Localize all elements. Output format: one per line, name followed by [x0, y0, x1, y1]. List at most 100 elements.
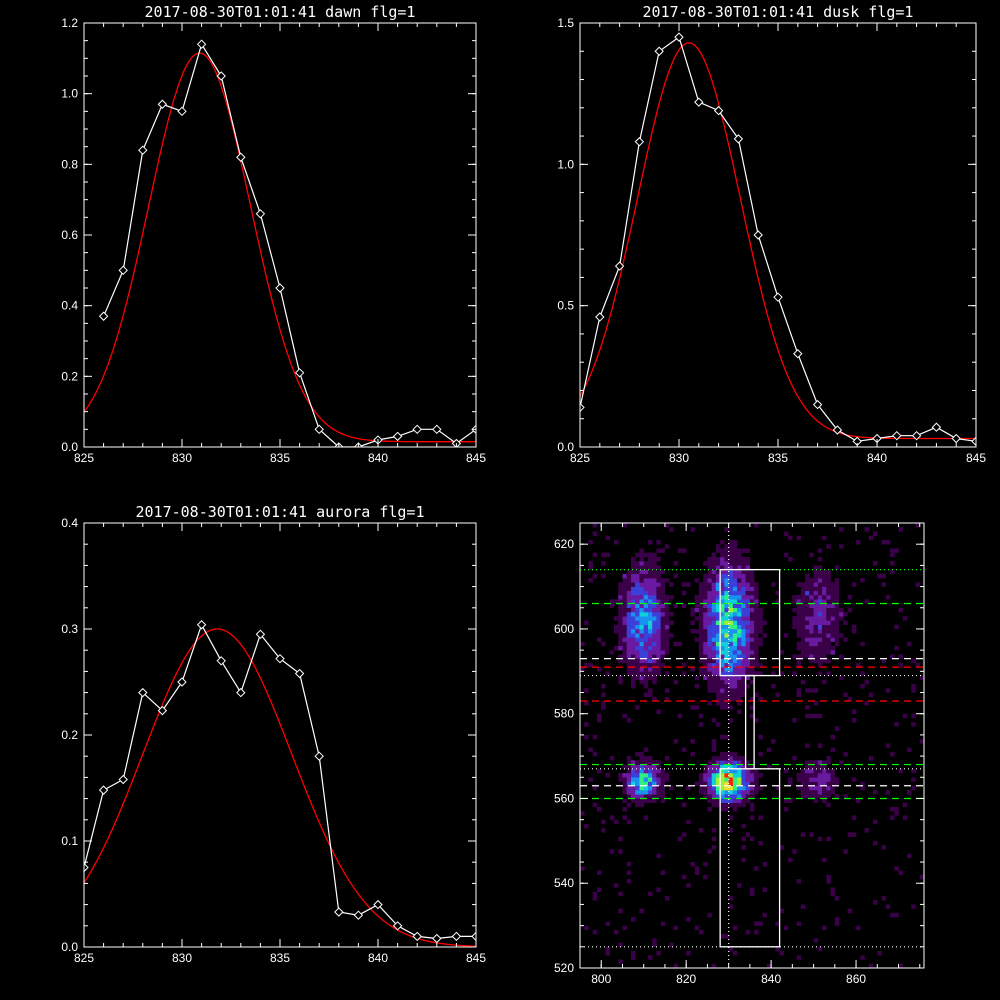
data-point — [236, 687, 246, 698]
heatmap-cell — [732, 633, 738, 638]
heatmap-cell — [732, 692, 738, 697]
heatmap-cell — [749, 578, 755, 583]
heatmap-cell — [626, 624, 632, 630]
heatmap-cell — [652, 645, 657, 651]
heatmap-cell — [724, 552, 729, 558]
y-tick-label: 0.4 — [61, 516, 78, 530]
heatmap-cell — [745, 798, 751, 803]
heatmap-cell — [796, 955, 802, 960]
heatmap-cell — [656, 573, 661, 579]
heatmap-cell — [766, 764, 772, 770]
chart-0: 825 830 835 840 8450.00.20.40.60.81.01.22017… — [61, 3, 486, 465]
heatmap-cell — [690, 607, 695, 613]
heatmap-cell — [690, 629, 695, 634]
heatmap-cell — [703, 654, 708, 659]
heatmap-cell — [618, 654, 623, 659]
heatmap-cell — [690, 527, 695, 532]
heatmap-cell — [839, 760, 844, 765]
heatmap-cell — [703, 641, 708, 647]
heatmap-cell — [618, 959, 623, 964]
data-point — [971, 436, 976, 447]
heatmap-cell — [707, 556, 712, 562]
heatmap-cell — [664, 777, 670, 782]
heatmap-cell — [813, 641, 819, 647]
heatmap-cell — [737, 590, 742, 596]
heatmap-cell — [809, 637, 814, 642]
chart-1: 825 830 835 840 8450.00.51.01.52017-08-30T01… — [557, 3, 986, 465]
heatmap-cell — [792, 624, 797, 630]
heatmap-cell — [898, 607, 903, 613]
heatmap-cell — [741, 794, 746, 799]
heatmap-cell — [805, 616, 810, 621]
heatmap-cell — [639, 781, 644, 786]
heatmap-cell — [698, 785, 704, 791]
heatmap-cell — [839, 633, 844, 638]
heatmap-cell — [652, 938, 657, 943]
heatmap-cell — [826, 790, 831, 795]
heatmap-cell — [711, 671, 717, 676]
heatmap-cell — [724, 527, 729, 532]
heatmap-cell — [643, 662, 649, 668]
heatmap-cell — [584, 701, 589, 706]
heatmap-cell — [643, 675, 649, 681]
heatmap-cell — [737, 768, 742, 774]
heatmap-cell — [694, 578, 700, 583]
heatmap-cell — [694, 781, 700, 786]
heatmap-cell — [724, 633, 729, 638]
heatmap-cell — [656, 569, 661, 575]
heatmap-cell — [834, 896, 840, 901]
heatmap-cell — [639, 595, 644, 600]
heatmap-cell — [715, 637, 721, 642]
heatmap-cell — [720, 654, 725, 659]
heatmap-cell — [592, 896, 598, 901]
chart-title: 2017-08-30T01:01:41 dusk flg=1 — [643, 3, 914, 21]
heatmap-cell — [728, 671, 734, 676]
heatmap-cell — [805, 633, 810, 638]
data-point — [138, 687, 148, 698]
heatmap-cell — [851, 709, 857, 714]
heatmap-cell — [703, 675, 708, 681]
heatmap-cell — [737, 633, 742, 638]
heatmap-cell — [715, 794, 721, 799]
heatmap-cell — [834, 616, 840, 621]
heatmap-cell — [707, 849, 712, 854]
data-point — [118, 265, 128, 276]
heatmap-cell — [588, 662, 593, 668]
heatmap-cell — [711, 743, 717, 748]
heatmap-cell — [890, 654, 895, 659]
heatmap-cell — [643, 798, 649, 803]
heatmap-cell — [792, 599, 797, 604]
heatmap-cell — [715, 785, 721, 791]
heatmap-cell — [749, 887, 755, 892]
heatmap-cell — [626, 802, 632, 808]
heatmap-cell — [749, 582, 755, 587]
fit-curve — [580, 42, 976, 440]
heatmap-cell — [643, 633, 649, 638]
data-point — [911, 430, 922, 441]
heatmap-cell — [660, 616, 666, 621]
heatmap-cell — [673, 963, 678, 969]
heatmap-cell — [860, 578, 865, 583]
heatmap-cell — [749, 836, 755, 842]
heatmap-cell — [796, 662, 802, 668]
heatmap-cell — [639, 569, 644, 575]
heatmap-cell — [745, 548, 751, 553]
heatmap-cell — [732, 645, 738, 651]
heatmap-cell — [694, 870, 700, 875]
heatmap-cell — [631, 603, 636, 608]
heatmap-cell — [894, 548, 899, 553]
heatmap-cell — [631, 790, 636, 795]
heatmap-cell — [796, 773, 802, 778]
data-point — [373, 899, 383, 910]
data-point — [471, 931, 476, 942]
heatmap-cell — [626, 794, 632, 799]
heatmap-cell — [639, 675, 644, 681]
heatmap-cell — [877, 951, 882, 956]
heatmap-cell — [724, 773, 729, 778]
heatmap-cell — [822, 650, 827, 655]
heatmap-cell — [711, 684, 717, 689]
heatmap-cell — [664, 633, 670, 638]
heatmap-cell — [745, 773, 751, 778]
heatmap-cell — [834, 726, 840, 731]
heatmap-cell — [639, 633, 644, 638]
